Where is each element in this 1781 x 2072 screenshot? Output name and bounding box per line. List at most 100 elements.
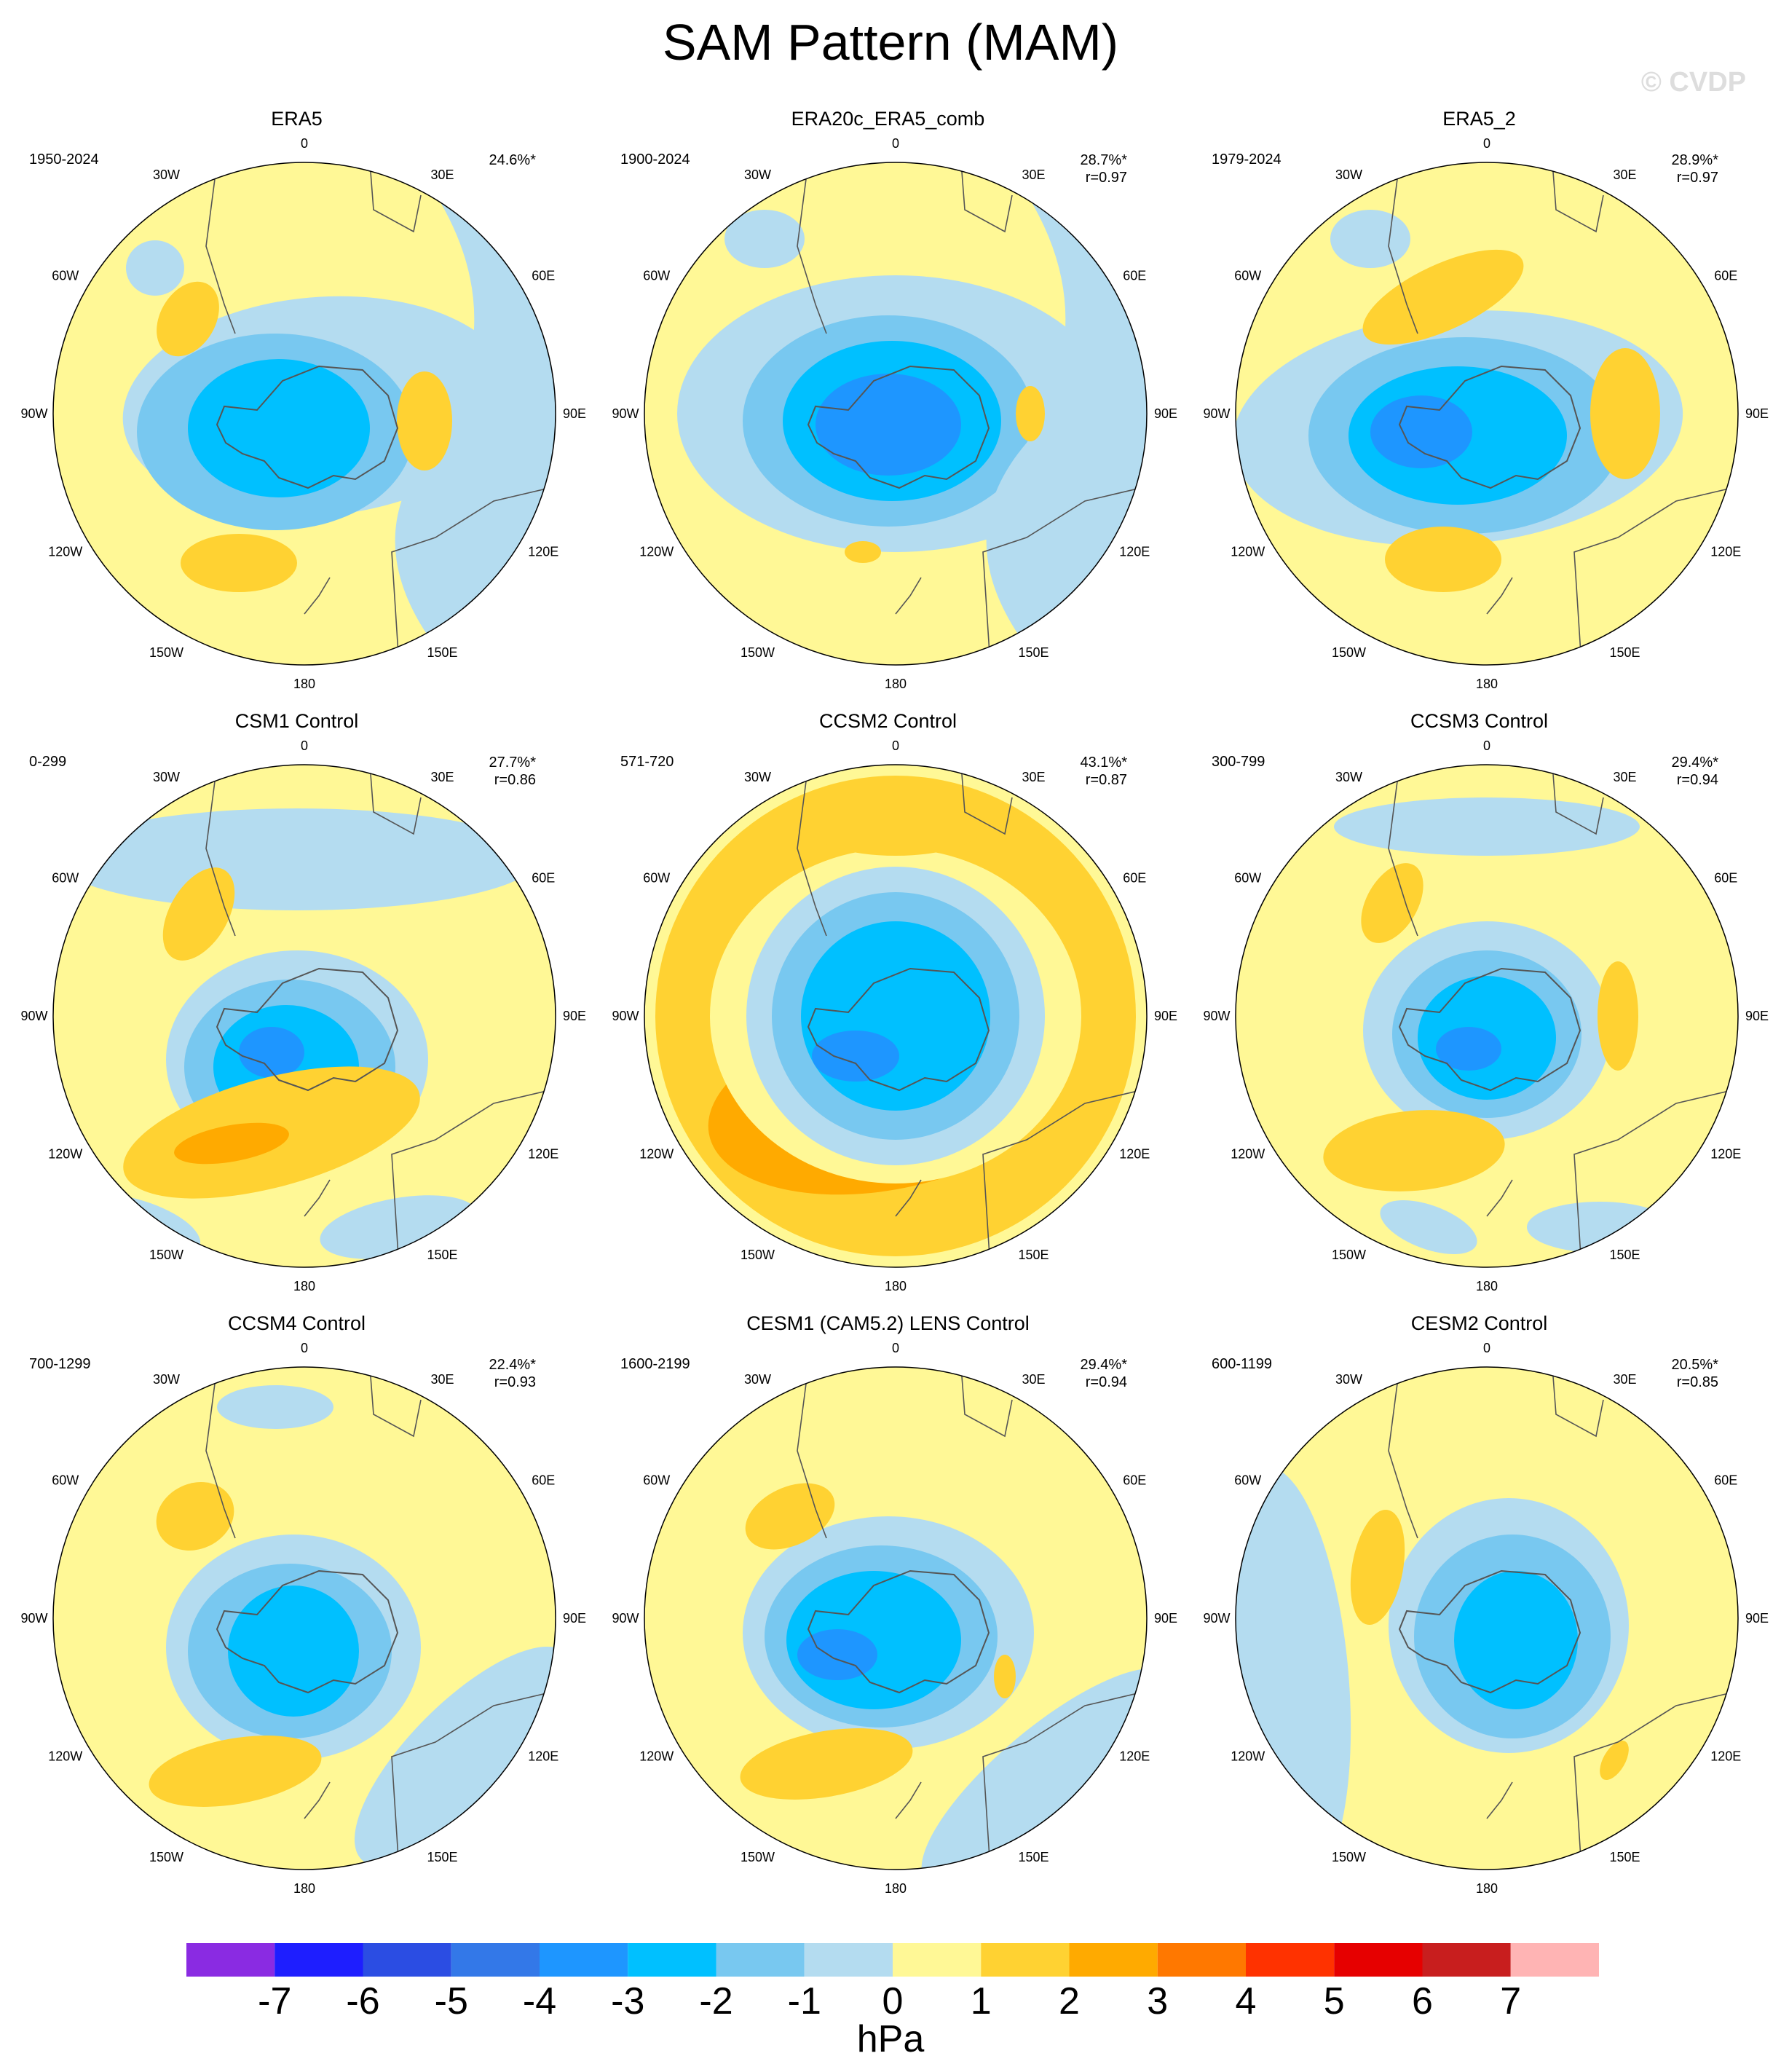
longitude-label: 120W — [48, 1749, 82, 1764]
antarctica-coastline — [1398, 365, 1581, 489]
contour-region — [126, 240, 184, 296]
longitude-label: 60E — [532, 1473, 555, 1488]
africa-coastline — [369, 1367, 422, 1438]
polar-map: 0 30E 60E 90E 120E 150E 180 150W 120W 90W 60W 30W — [612, 136, 1177, 691]
map-border — [1235, 764, 1739, 1268]
panel-stats: 29.4%* r=0.94 — [1648, 754, 1719, 789]
colorbar-swatch — [1069, 1943, 1158, 1977]
polar-map: 0 30E 60E 90E 120E 150E 180 150W 120W 90W 60W 30W — [612, 738, 1177, 1293]
longitude-label: 150W — [149, 1248, 183, 1262]
contour-region — [1527, 1202, 1673, 1253]
explained-variance: 28.9%* — [1671, 152, 1719, 168]
longitude-label: 120E — [1710, 1147, 1741, 1162]
longitude-label: 90E — [1154, 1009, 1177, 1023]
longitude-label: 120E — [528, 1749, 558, 1764]
panel-stats: 22.4%* r=0.93 — [466, 1356, 537, 1391]
panel-years: 1979-2024 — [1212, 151, 1282, 168]
map-panel: 0 30E 60E 90E 120E 150E 180 150W 120W 90W 60W 30W ER… — [591, 108, 1185, 712]
pattern-correlation: r=0.94 — [1085, 1374, 1127, 1390]
explained-variance: 20.5%* — [1671, 1357, 1719, 1373]
colorbar-tick-label: -5 — [434, 1980, 468, 2022]
longitude-label: 120E — [1119, 1147, 1150, 1162]
longitude-label: 60E — [1714, 871, 1737, 886]
new-zealand-coastline — [895, 1781, 922, 1819]
colorbar-tick-label: -2 — [699, 1980, 733, 2022]
colorbar-swatch — [451, 1943, 540, 1977]
longitude-label: 90E — [1745, 406, 1769, 421]
map-border — [644, 764, 1148, 1268]
contour-region — [808, 797, 983, 856]
contour-region — [801, 921, 990, 1111]
longitude-label: 150W — [149, 645, 183, 660]
longitude-label: 150W — [1332, 1850, 1366, 1864]
colorbar-tick-label: 2 — [1059, 1980, 1080, 2022]
polar-map: 0 30E 60E 90E 120E 150E 180 150W 120W 90W 60W 30W — [20, 1341, 586, 1896]
panel-title: CSM1 Control — [234, 710, 359, 732]
polar-map: 0 30E 60E 90E 120E 150E 180 150W 120W 90W 60W 30W — [1203, 136, 1769, 691]
new-zealand-coastline — [1486, 1781, 1513, 1819]
map-border — [52, 162, 556, 666]
colorbar-swatch — [1246, 1943, 1335, 1977]
colorbar-tick-label: 0 — [882, 1980, 904, 2022]
longitude-label: 120E — [528, 1147, 558, 1162]
contour-region — [1598, 961, 1638, 1071]
longitude-label: 30W — [153, 1372, 180, 1387]
australia-coastline — [982, 1690, 1147, 1870]
longitude-label: 30E — [1613, 168, 1636, 182]
new-zealand-coastline — [304, 1179, 331, 1217]
contour-region — [239, 1027, 304, 1078]
longitude-label: 120W — [639, 1147, 674, 1162]
longitude-label: 0 — [301, 738, 308, 753]
panel-title: ERA20c_ERA5_comb — [791, 108, 985, 130]
longitude-label: 150W — [741, 645, 775, 660]
watermark: © CVDP — [1640, 67, 1746, 98]
longitude-label: 150E — [427, 1248, 457, 1262]
map-border — [644, 1366, 1148, 1870]
panel-stats: 24.6%* — [466, 151, 537, 169]
longitude-label: 0 — [892, 136, 899, 151]
colorbar-swatch — [275, 1943, 363, 1977]
africa-coastline — [1552, 765, 1604, 835]
panel-title: CESM2 Control — [1410, 1312, 1548, 1334]
australia-coastline — [982, 1088, 1147, 1267]
longitude-label: 120W — [1231, 545, 1265, 559]
contour-region — [1454, 1571, 1578, 1709]
longitude-label: 120E — [1710, 1749, 1741, 1764]
panel-title: CESM1 (CAM5.2) LENS Control — [746, 1312, 1030, 1334]
colorbar-swatch — [981, 1943, 1070, 1977]
contour-region — [1590, 348, 1660, 479]
longitude-label: 150W — [149, 1850, 183, 1864]
explained-variance: 29.4%* — [1671, 755, 1719, 771]
colorbar-swatch — [804, 1943, 893, 1977]
colorbar-swatch — [1334, 1943, 1423, 1977]
longitude-label: 90W — [612, 1009, 639, 1023]
longitude-label: 60E — [1123, 1473, 1146, 1488]
longitude-label: 0 — [1483, 1341, 1490, 1355]
contour-region — [724, 210, 805, 268]
longitude-label: 30E — [1022, 1372, 1045, 1387]
longitude-label: 30W — [744, 770, 771, 784]
longitude-label: 90W — [612, 406, 639, 421]
colorbar-tick-label: -7 — [258, 1980, 292, 2022]
colorbar-tick-label: 3 — [1147, 1980, 1169, 2022]
longitude-label: 120E — [1119, 545, 1150, 559]
longitude-label: 90W — [20, 1009, 47, 1023]
longitude-label: 90W — [20, 406, 47, 421]
longitude-label: 60E — [1123, 269, 1146, 283]
longitude-label: 90W — [1203, 1009, 1230, 1023]
contour-region — [1600, 1740, 1629, 1781]
longitude-label: 60E — [1714, 269, 1737, 283]
longitude-label: 90E — [1154, 1611, 1177, 1626]
new-zealand-coastline — [1486, 577, 1513, 615]
colorbar-swatch — [1422, 1943, 1511, 1977]
panel-stats: 27.7%* r=0.86 — [466, 754, 537, 789]
new-zealand-coastline — [304, 1781, 331, 1819]
longitude-label: 30E — [430, 770, 454, 784]
south-america-coastline — [1388, 765, 1418, 937]
map-panel: 0 30E 60E 90E 120E 150E 180 150W 120W 90W 60W 30W CS… — [0, 710, 593, 1315]
longitude-label: 120W — [1231, 1749, 1265, 1764]
longitude-label: 30W — [153, 168, 180, 182]
africa-coastline — [1552, 162, 1604, 233]
longitude-label: 150W — [1332, 645, 1366, 660]
explained-variance: 27.7%* — [489, 755, 537, 771]
